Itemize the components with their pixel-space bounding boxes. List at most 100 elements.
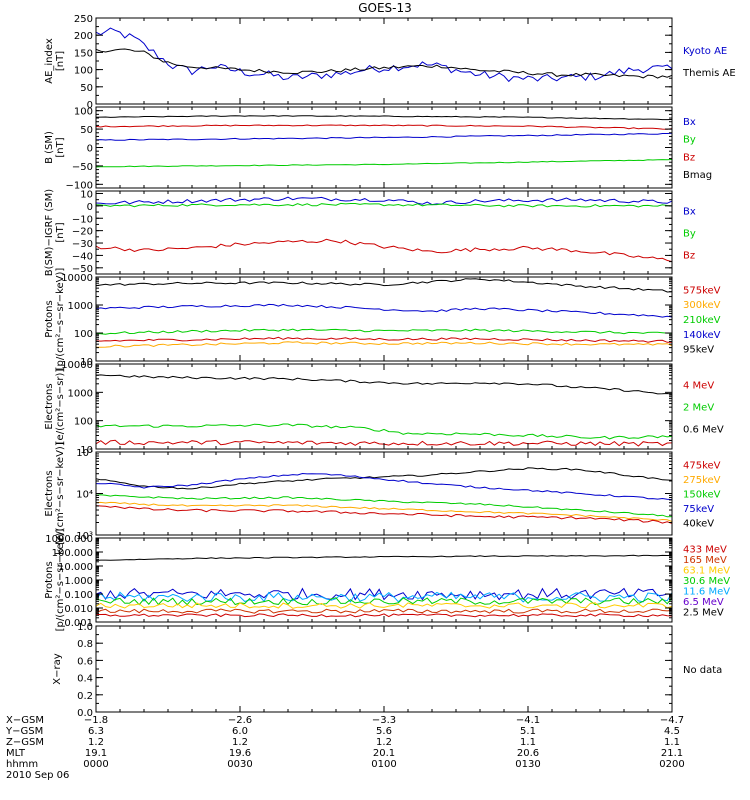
legend-5-1: 275keV [683, 475, 721, 486]
xrow-value-3-2: 20.1 [373, 748, 395, 759]
ytick-label-0-3: 150 [74, 48, 93, 59]
ytick-label-4-1: 100 [74, 417, 93, 428]
xrow-label-3: MLT [6, 748, 26, 759]
ytick-label-0-2: 100 [74, 66, 93, 77]
legend-7-0: No data [683, 665, 722, 676]
legend-0-0: Kyoto AE [683, 46, 727, 57]
series-5-3 [96, 501, 672, 522]
series-1-0 [96, 132, 672, 141]
ytick-label-2-1: −40 [72, 251, 93, 262]
xrow-value-4-3: 0130 [515, 759, 540, 770]
ytick-label-6-4: 10.000 [58, 562, 93, 573]
xrow-value-3-1: 19.6 [229, 748, 251, 759]
legend-4-0: 4 MeV [683, 381, 714, 392]
series-4-0 [96, 374, 672, 395]
xrow-value-3-0: 19.1 [85, 748, 107, 759]
ytick-label-7-3: 0.6 [77, 656, 93, 667]
series-5-2 [96, 494, 672, 518]
ylabel-5-1: [e/(cm²−s−sr−keV)] [55, 442, 66, 545]
legend-6-4: 11.6 MeV [683, 587, 730, 598]
panel-frame-0 [95, 17, 673, 105]
series-5-4 [96, 505, 672, 524]
panel-7: 0.0 0.2 0.4 0.6 0.8 1.0 X−ray No data [52, 622, 722, 719]
ytick-label-1-4: 100 [74, 107, 93, 118]
series-1-1 [96, 159, 672, 168]
panel-6: 0.001 0.010 0.100 1.000 10.000 100.000 1000.00… [44, 529, 730, 632]
xrow-value-4-2: 0100 [371, 759, 396, 770]
series-3-2 [96, 328, 672, 335]
series-0-0 [96, 27, 672, 83]
legend-3-0: 575keV [683, 285, 721, 296]
panel-frame-4 [95, 363, 673, 450]
ytick-label-2-4: −10 [72, 214, 93, 225]
ytick-label-0-0: 0 [87, 100, 93, 111]
panel-0: 0 50 100 150 200 250 AE_index [nT] Kyoto AE Themi… [44, 14, 736, 111]
ytick-label-2-3: −20 [72, 227, 93, 238]
series-1-3 [96, 115, 672, 121]
legend-5-3: 75keV [683, 504, 714, 515]
ylabel-1-1: [nT] [55, 137, 66, 157]
ytick-label-3-3: 10000 [61, 273, 93, 284]
ytick-label-1-0: −100 [66, 180, 93, 191]
ylabel-2-0: B(SM)−IGRF (SM) [44, 189, 55, 276]
ytick-label-3-0: 10 [80, 357, 93, 368]
series-3-4 [96, 341, 672, 348]
legend-6-6: 2.5 MeV [683, 608, 724, 619]
ytick-label-4-2: 1000 [68, 388, 93, 399]
series-6-1 [96, 587, 672, 601]
xrow-value-1-1: 6.0 [232, 726, 248, 737]
xrow-value-0-4: −4.7 [660, 715, 684, 726]
ytick-label-2-0: −50 [72, 264, 93, 275]
panel-5: 10³ 10⁴ 10⁵ Electrons [e/(cm²−s−sr−keV)] 475k… [44, 442, 721, 545]
xrow-value-0-3: −4.1 [516, 715, 540, 726]
ytick-label-1-2: 0 [87, 144, 93, 155]
series-6-0 [96, 554, 672, 561]
ytick-label-6-2: 0.100 [64, 590, 93, 601]
panel-1: −100 −50 0 50 100 B (SM) [nT] Bx By Bz Bmag [44, 106, 712, 191]
x-axis-table: X−GSM −1.8 −2.6 −3.3 −4.1 −4.7 Y−GSM 6.3 6.0 5.6 5… [5, 715, 685, 781]
ylabel-6-1: [p/(cm²−s−sr−keV)] [55, 529, 66, 632]
ytick-label-1-1: −50 [72, 162, 93, 173]
legend-3-3: 140keV [683, 330, 721, 341]
series-5-0 [96, 467, 672, 490]
legend-4-2: 0.6 MeV [683, 425, 724, 436]
ylabel-3-0: Protons [44, 300, 55, 337]
xrow-value-2-3: 1.1 [520, 737, 536, 748]
legend-3-2: 210keV [683, 315, 721, 326]
legend-4-1: 2 MeV [683, 403, 714, 414]
xrow-value-0-0: −1.8 [84, 715, 108, 726]
panel-4: 10 100 1000 10000 Electrons [e/(cm²−s−sr)] 4 M… [44, 360, 724, 456]
xrow-value-1-4: 4.5 [664, 726, 680, 737]
date-label: 2010 Sep 06 [6, 770, 69, 781]
ytick-label-6-6: 1000.000 [45, 534, 93, 545]
xrow-value-2-4: 1.1 [664, 737, 680, 748]
ytick-label-6-0: 0.001 [64, 618, 93, 629]
xrow-value-0-1: −2.6 [228, 715, 252, 726]
panel-frame-5 [95, 451, 673, 536]
series-2-2 [96, 238, 672, 263]
xrow-value-1-0: 6.3 [88, 726, 104, 737]
xrow-value-4-1: 0030 [227, 759, 252, 770]
ytick-label-0-1: 50 [80, 83, 93, 94]
series-6-5 [96, 608, 672, 614]
xrow-value-2-0: 1.2 [88, 737, 104, 748]
xrow-value-1-3: 5.1 [520, 726, 536, 737]
legend-6-1: 165 MeV [683, 555, 727, 566]
ylabel-5-0: Electrons [44, 470, 55, 516]
ytick-label-6-1: 0.010 [64, 604, 93, 615]
ytick-label-5-0: 10³ [76, 531, 93, 542]
xrow-value-2-1: 1.2 [232, 737, 248, 748]
series-3-0 [96, 278, 672, 293]
xrow-value-3-4: 21.1 [661, 748, 683, 759]
series-6-3 [96, 597, 672, 606]
legend-6-3: 30.6 MeV [683, 576, 730, 587]
xrow-label-1: Y−GSM [5, 726, 43, 737]
legend-5-2: 150keV [683, 490, 721, 501]
ylabel-1-0: B (SM) [44, 131, 55, 164]
series-6-6 [96, 613, 672, 618]
ytick-label-5-1: 10⁴ [76, 490, 93, 501]
ylabel-4-0: Electrons [44, 383, 55, 429]
series-6-4 [96, 602, 672, 609]
xrow-label-4: hhmm [6, 759, 38, 770]
